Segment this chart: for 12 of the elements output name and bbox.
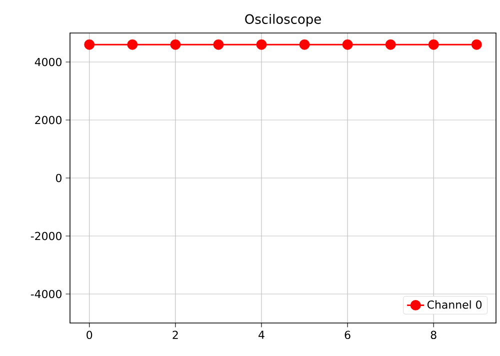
y-tick-label: -2000 [30, 232, 62, 240]
y-tick-label: 2000 [35, 116, 62, 124]
y-tick-label: 0 [56, 174, 62, 182]
chart-title: Osciloscope [245, 14, 321, 26]
legend-label: Channel 0 [427, 300, 482, 309]
x-tick-label: 0 [86, 330, 92, 340]
y-tick-label: 4000 [34, 58, 62, 66]
y-tick-label: -4000 [30, 290, 62, 298]
x-tick-label: 6 [344, 330, 350, 340]
x-tick-label: 2 [172, 330, 178, 339]
x-tick-label: 8 [430, 330, 436, 340]
x-tick-label: 4 [258, 330, 264, 339]
